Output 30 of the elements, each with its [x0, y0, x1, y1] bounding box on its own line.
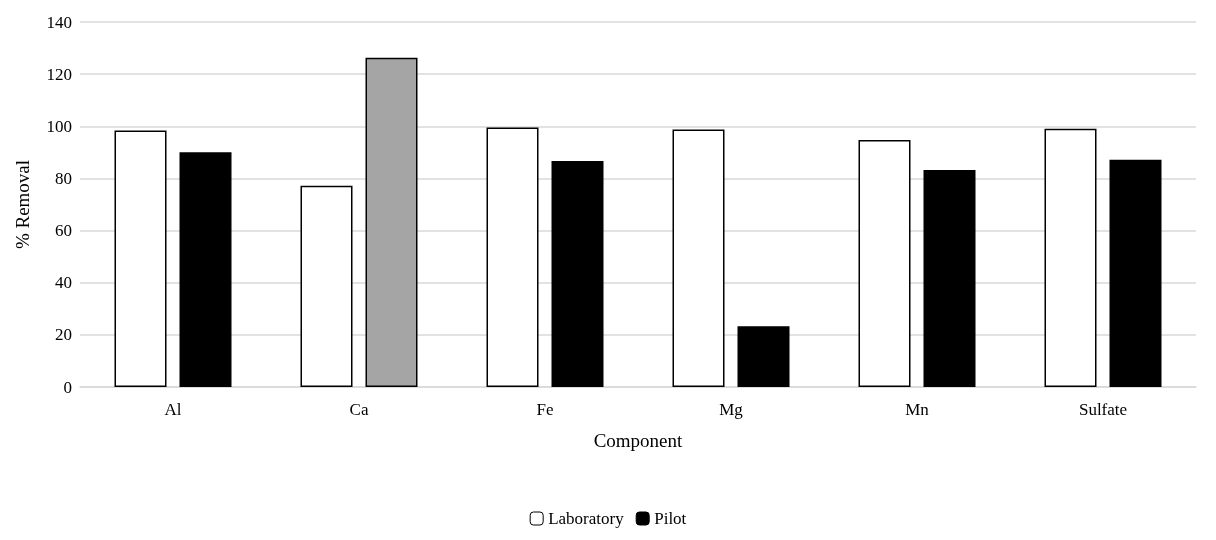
- y-tick-label: 20: [55, 325, 72, 345]
- bar: [365, 57, 418, 387]
- y-tick-label: 0: [63, 377, 72, 397]
- bar: [923, 170, 976, 387]
- x-tick-label: Ca: [349, 400, 369, 419]
- y-tick-label: 140: [46, 12, 72, 32]
- bar: [858, 140, 911, 387]
- bar: [1109, 159, 1162, 387]
- x-axis-title: Component: [593, 430, 684, 451]
- x-tick-label: Fe: [536, 400, 554, 419]
- bar: [300, 185, 353, 387]
- bar: [179, 152, 232, 387]
- y-tick-label: 60: [55, 221, 72, 241]
- legend-label: Laboratory: [548, 509, 625, 528]
- legend-label: Pilot: [654, 509, 687, 528]
- x-tick-label: Mn: [905, 400, 930, 419]
- bar: [1044, 128, 1097, 387]
- bar: [672, 129, 725, 387]
- x-tick-label: Al: [164, 400, 182, 419]
- y-tick-label: 100: [46, 116, 72, 136]
- y-axis-title: % Removal: [12, 159, 33, 250]
- bar: [737, 326, 790, 387]
- y-tick-label: 80: [55, 168, 72, 188]
- x-tick-label: Sulfate: [1078, 400, 1128, 419]
- x-tick-label: Mg: [719, 400, 744, 419]
- bar: [114, 130, 167, 387]
- bar: [551, 160, 604, 387]
- y-tick-label: 120: [46, 64, 72, 84]
- bar: [486, 127, 539, 387]
- y-tick-label: 40: [55, 273, 72, 293]
